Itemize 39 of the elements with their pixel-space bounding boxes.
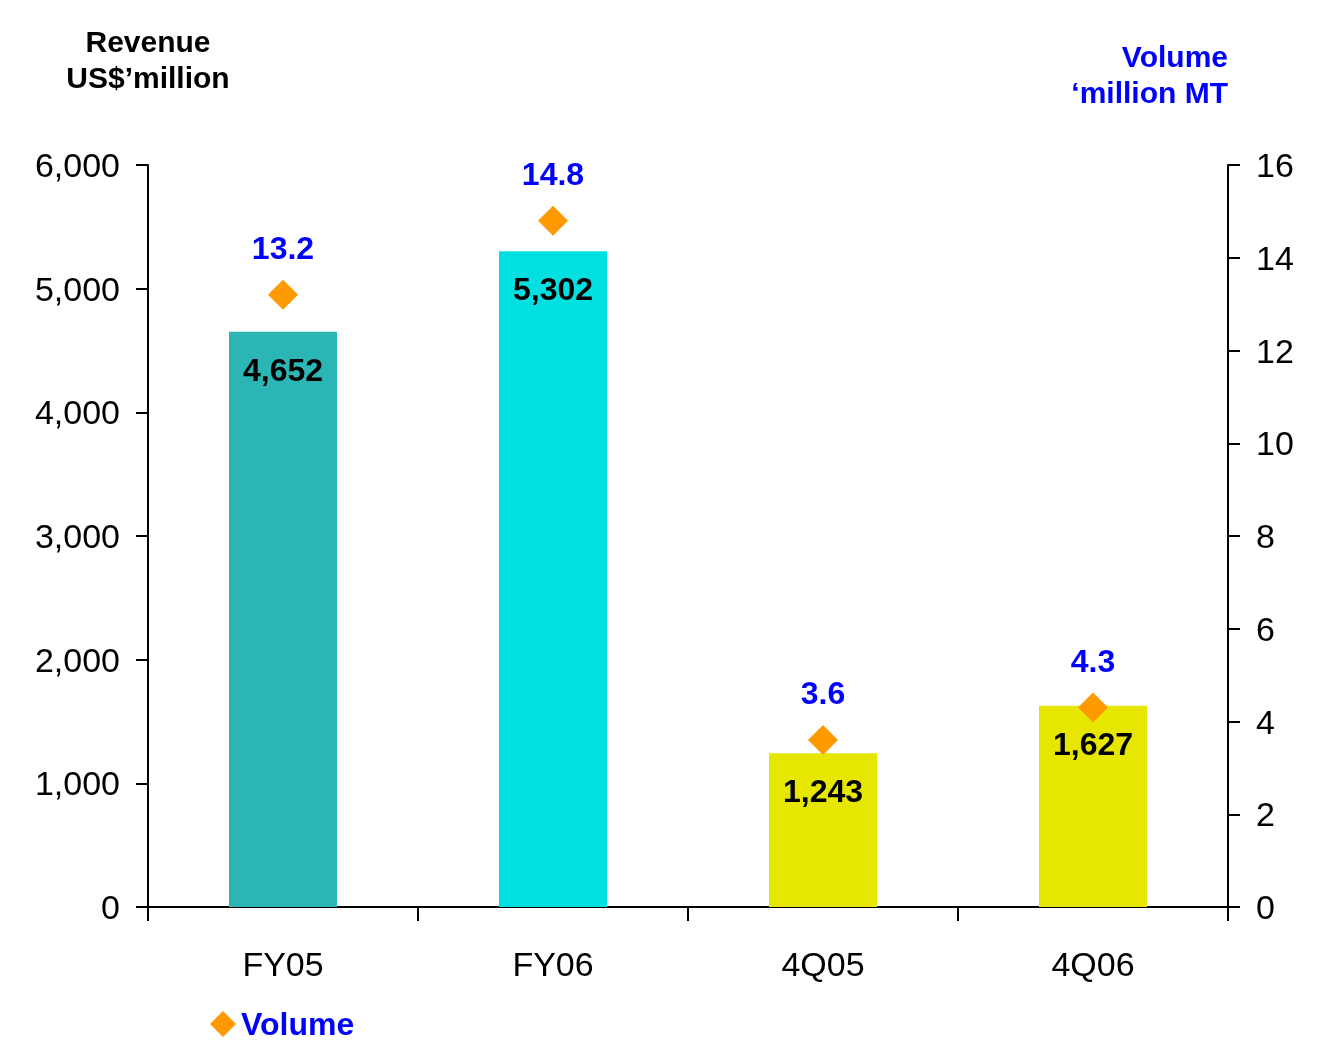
point	[268, 279, 298, 310]
data-label: 4.3	[1070, 642, 1116, 679]
data-label: 13.2	[251, 229, 315, 266]
y-tick-label: 6,000	[34, 146, 120, 184]
point	[808, 725, 838, 756]
y2-tick-label: 12	[1256, 331, 1294, 370]
y-tick-label: 3,000	[34, 517, 120, 555]
y-axis-title: Revenue US$’million	[66, 24, 230, 94]
y2-tick-label: 4	[1256, 702, 1275, 741]
data-label: 5,302	[512, 271, 594, 308]
y2-tick-label: 10	[1256, 424, 1294, 463]
y2-tick-label: 8	[1256, 517, 1275, 555]
bar	[229, 331, 337, 907]
legend-label: Volume	[241, 1006, 355, 1042]
y2-tick-label: 0	[1256, 888, 1275, 926]
y2-axis-title: Volume ‘million MT	[1071, 39, 1228, 109]
y2-tick-label: 16	[1256, 146, 1294, 184]
y-tick-label: 2,000	[34, 640, 120, 679]
bar	[769, 753, 877, 907]
point	[1078, 692, 1108, 723]
x-tick-label: 4Q05	[781, 945, 865, 983]
x-tick-label: 4Q06	[1051, 945, 1135, 983]
y2-tick-label: 2	[1256, 795, 1275, 834]
data-label: 1,627	[1052, 725, 1134, 762]
data-label: 1,243	[782, 773, 864, 810]
data-label: 4,652	[242, 351, 324, 388]
bar	[1039, 705, 1147, 907]
y2-tick-label: 6	[1256, 609, 1275, 648]
y2-tick-label: 14	[1256, 238, 1294, 277]
y-tick-label: 4,000	[34, 393, 120, 432]
point	[538, 205, 568, 236]
y-tick-label: 5,000	[34, 269, 120, 308]
bar	[499, 251, 607, 907]
y-tick-label: 0	[101, 888, 120, 926]
x-tick-label: FY06	[512, 945, 594, 983]
data-label: 3.6	[800, 675, 846, 712]
x-tick-label: FY05	[242, 945, 324, 983]
data-label: 14.8	[521, 155, 585, 192]
y-tick-label: 1,000	[34, 764, 120, 803]
